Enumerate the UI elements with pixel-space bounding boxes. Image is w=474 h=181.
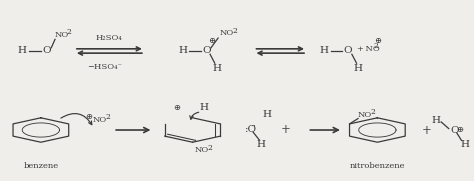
Text: nitrobenzene: nitrobenzene xyxy=(350,162,405,170)
Text: + NO: + NO xyxy=(356,45,379,53)
Text: NO: NO xyxy=(93,117,107,125)
FancyArrowPatch shape xyxy=(190,112,199,119)
Text: H: H xyxy=(200,103,208,112)
Text: H: H xyxy=(178,47,187,56)
Text: H: H xyxy=(354,64,363,73)
Text: NO: NO xyxy=(54,31,68,39)
Text: ⊕: ⊕ xyxy=(456,125,464,134)
Text: +: + xyxy=(421,123,431,136)
Text: O: O xyxy=(450,125,459,134)
Text: ⊕: ⊕ xyxy=(173,103,180,112)
Text: 2: 2 xyxy=(232,27,237,35)
Text: NO: NO xyxy=(358,111,372,119)
Text: ⊕: ⊕ xyxy=(86,112,92,121)
Text: O: O xyxy=(202,47,210,56)
Text: H: H xyxy=(256,140,265,149)
Text: 2: 2 xyxy=(66,28,71,36)
Text: −HSO₄⁻: −HSO₄⁻ xyxy=(87,63,122,71)
Text: 2: 2 xyxy=(370,108,375,116)
FancyArrowPatch shape xyxy=(61,113,92,125)
Text: +: + xyxy=(281,123,291,136)
Text: O: O xyxy=(42,47,51,56)
Text: 2: 2 xyxy=(208,144,212,151)
Text: H: H xyxy=(432,116,441,125)
Text: benzene: benzene xyxy=(23,162,58,170)
Text: :Ö: :Ö xyxy=(245,125,257,134)
Text: NO: NO xyxy=(195,146,209,154)
Text: O: O xyxy=(344,47,352,56)
Text: ⊕: ⊕ xyxy=(209,37,216,45)
Text: H: H xyxy=(460,140,469,149)
Text: H: H xyxy=(212,64,221,73)
Text: H₂SO₄: H₂SO₄ xyxy=(96,33,123,41)
Text: ⊕: ⊕ xyxy=(374,37,381,45)
Text: H: H xyxy=(18,47,27,56)
Text: NO: NO xyxy=(219,29,234,37)
Text: 2: 2 xyxy=(374,43,378,50)
Text: 2: 2 xyxy=(106,113,110,121)
Text: H: H xyxy=(320,47,329,56)
Text: H: H xyxy=(263,110,272,119)
